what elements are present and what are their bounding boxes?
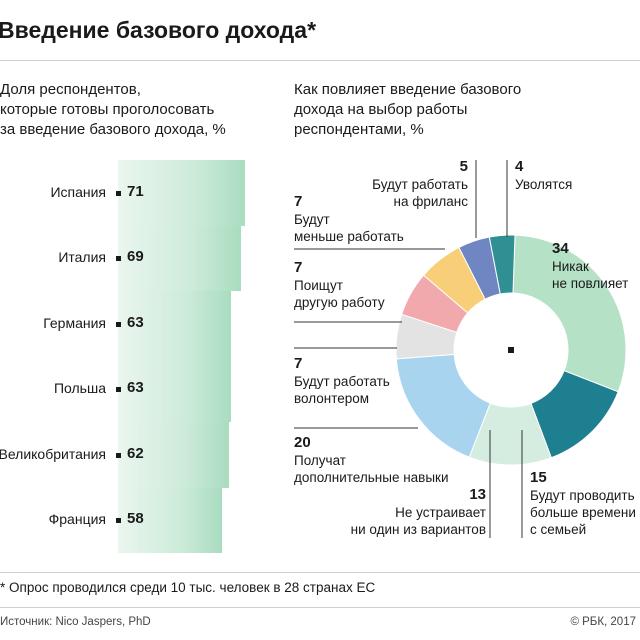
bar-tick-marker [116, 518, 121, 524]
donut-slice-text: Получат дополнительные навыки [294, 453, 449, 485]
donut-slice-value: 7 [294, 193, 303, 210]
bar [118, 487, 222, 553]
bar-value-label: 62 [127, 444, 144, 462]
bar-value-label: 63 [127, 313, 144, 331]
bar-value-label: 71 [127, 182, 144, 200]
donut-slice-text: Поищут другую работу [294, 278, 385, 310]
bar-value-label: 63 [127, 379, 144, 397]
donut-slice-label: 4 Уволятся [515, 158, 572, 193]
donut-slice-text: Будут работать на фриланс [372, 177, 468, 209]
donut-slice-value: 7 [294, 259, 303, 276]
donut-slice-text: Будут работать волонтером [294, 374, 390, 406]
donut-slice-text: Будут меньше работать [294, 212, 404, 244]
category-label: Италия [58, 249, 106, 266]
donut-slice-text: Не устраивает ни один из вариантов [350, 505, 486, 537]
category-label: Испания [50, 183, 106, 200]
bar [118, 160, 245, 226]
donut-center-marker [508, 347, 514, 353]
donut-slice-label: 13 Не устраивает ни один из вариантов [351, 486, 486, 538]
category-label: Франция [48, 511, 106, 528]
bar-value-label: 69 [127, 248, 144, 266]
category-label: Германия [43, 314, 106, 331]
donut-slice-value: 5 [459, 158, 468, 175]
donut-slice-text: Будут проводить больше времени с семьей [530, 488, 636, 537]
donut-slice-label: 7 Будут работать волонтером [294, 355, 390, 407]
donut-slice-label: 20 Получат дополнительные навыки [294, 434, 449, 486]
footnote: * Опрос проводился среди 10 тыс. человек… [0, 580, 376, 595]
donut-slice-text: Никак не повлияет [552, 259, 629, 291]
bar-tick-marker [116, 190, 121, 196]
bar-tick-marker [116, 256, 121, 262]
bar-value-label: 58 [127, 510, 144, 528]
donut-slice-label: 5 Будут работать на фриланс [372, 158, 468, 210]
donut-slice [488, 234, 516, 295]
donut-slice-value: 15 [530, 469, 547, 486]
bar [118, 422, 229, 488]
title-divider [0, 60, 640, 61]
bar-tick-marker [116, 387, 121, 393]
bar [118, 291, 231, 357]
copyright-text: © РБК, 2017 [570, 616, 636, 628]
donut-slice-text: Уволятся [515, 177, 573, 192]
category-label: Великобритания [0, 445, 106, 462]
bar [118, 356, 231, 422]
donut-slice [512, 234, 627, 393]
left-chart-subtitle: Доля респондентов, которые готовы прогол… [0, 81, 226, 138]
bar-tick-marker [116, 321, 121, 327]
donut-slice-value: 20 [294, 434, 311, 451]
donut-slice-value: 7 [294, 355, 303, 372]
donut-slice-value: 13 [469, 486, 486, 503]
footnote-divider [0, 572, 640, 573]
bar [118, 225, 242, 291]
right-chart-subtitle: Как повлияет введение базового дохода на… [294, 81, 522, 138]
source-divider [0, 607, 640, 608]
bar-tick-marker [116, 452, 121, 458]
source-text: Источник: Nico Jaspers, PhD [0, 616, 151, 628]
donut-slice-label: 7 Поищут другую работу [294, 259, 385, 311]
chart-title: Введение базового дохода* [0, 17, 317, 43]
donut-slice-label: 15 Будут проводить больше времени с семье… [530, 469, 636, 538]
donut-slice-label: 34 Никак не повлияет [552, 240, 628, 292]
donut-slice-value: 4 [515, 158, 524, 175]
category-label: Польша [53, 380, 106, 397]
donut-slice-value: 34 [552, 240, 569, 257]
donut-slice-label: 7 Будут меньше работать [294, 193, 404, 245]
